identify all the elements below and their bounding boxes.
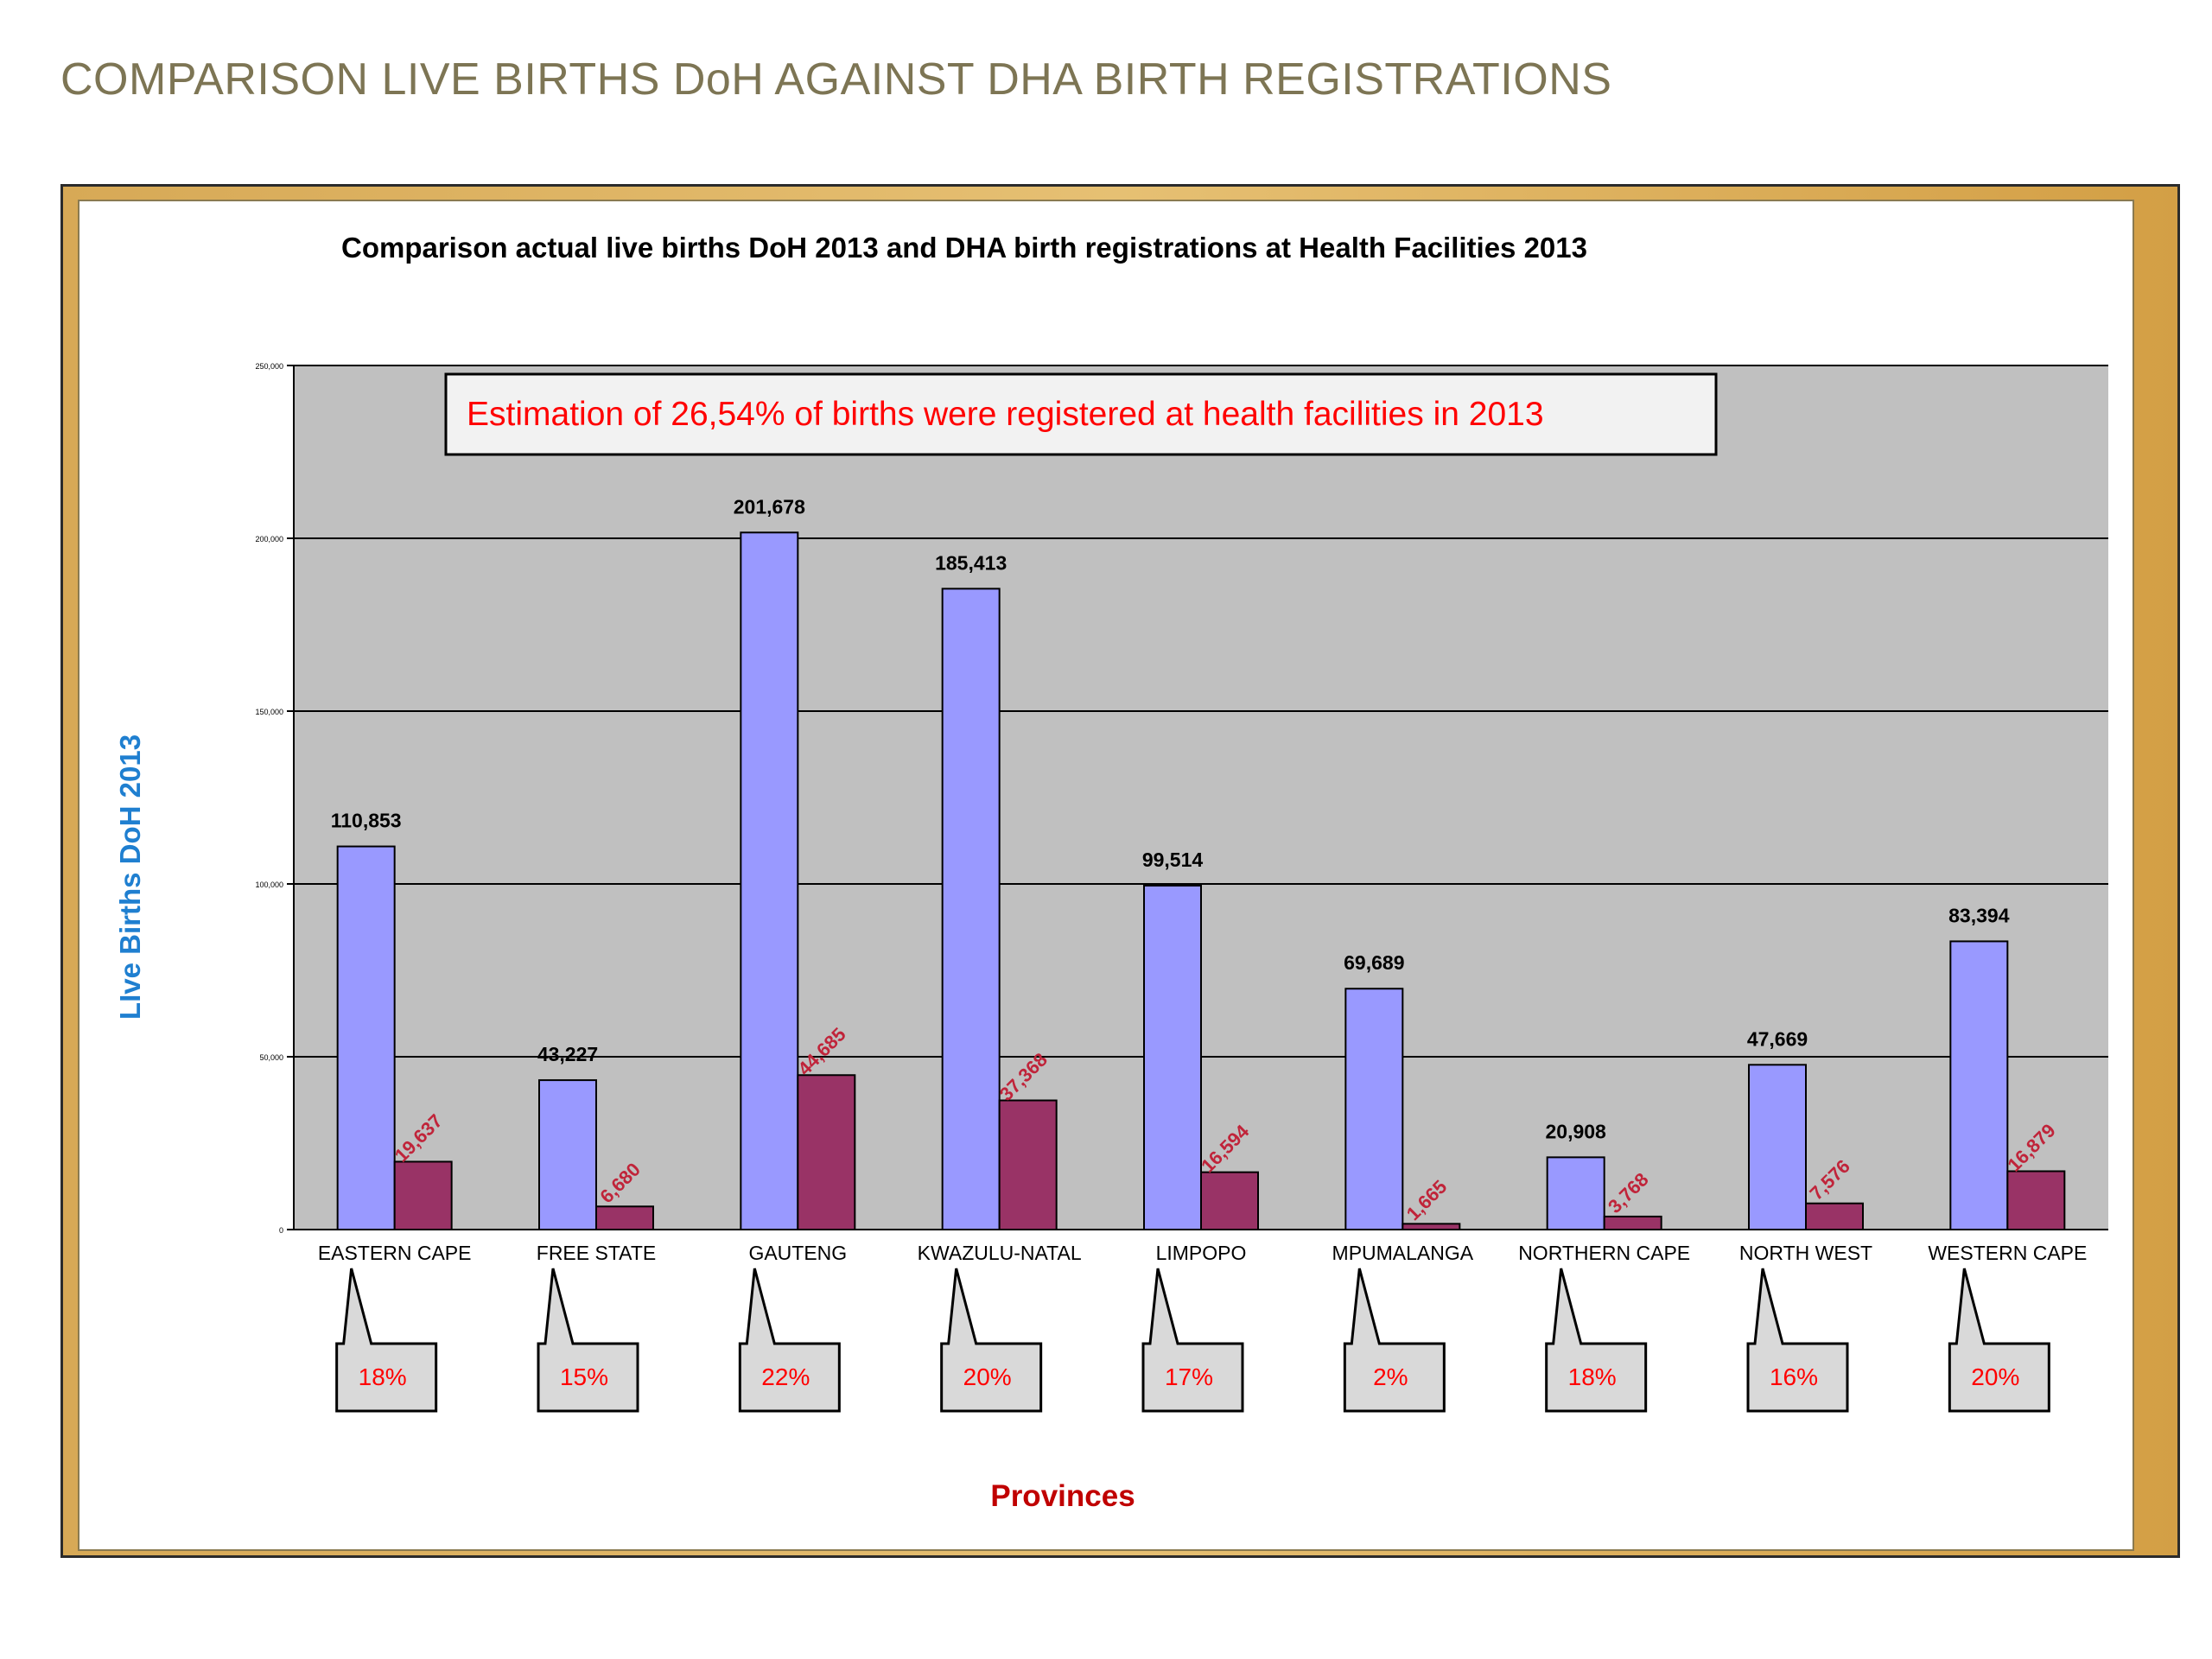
y-tick-label: 100,000 [255,880,283,889]
y-tick-label: 250,000 [255,362,283,371]
x-tick-label: WESTERN CAPE [1928,1242,2087,1264]
percentage-callout [1141,1268,1244,1413]
x-tick-label: NORTHERN CAPE [1518,1242,1690,1264]
percentage-callout [738,1268,841,1413]
data-label-doh: 83,394 [1948,904,2010,926]
percentage-callout [1948,1268,2050,1413]
percentage-label: 22% [761,1363,810,1390]
data-label-doh: 43,227 [537,1043,598,1065]
percentage-callout [940,1268,1043,1413]
chart-title: Comparison actual live births DoH 2013 a… [341,232,1587,264]
bar-dha-registrations [1805,1202,1864,1231]
bar-dha-registrations [998,1099,1058,1230]
x-tick-label: NORTH WEST [1739,1242,1872,1264]
bar-live-births-doh [1748,1064,1807,1230]
percentage-label: 18% [1568,1363,1617,1390]
y-axis-title: LIve Births DoH 2013 [114,734,146,1020]
annotation-text: Estimation of 26,54% of births were regi… [467,396,1544,433]
x-tick-label: LIMPOPO [1156,1242,1247,1264]
data-label-doh: 20,908 [1545,1120,1606,1142]
percentage-label: 18% [359,1363,407,1390]
data-label-doh: 99,514 [1142,849,1204,871]
y-tick-label: 50,000 [259,1053,283,1062]
bar-live-births-doh [336,845,396,1230]
percentage-label: 2% [1373,1363,1408,1390]
x-tick-label: MPUMALANGA [1332,1242,1474,1264]
bar-dha-registrations [393,1160,453,1231]
bar-live-births-doh [538,1079,597,1231]
bar-dha-registrations [1402,1223,1461,1230]
annotation-box: Estimation of 26,54% of births were regi… [444,372,1718,456]
bar-dha-registrations [1603,1215,1662,1230]
bar-dha-registrations [2006,1170,2066,1231]
x-tick-label: KWAZULU-NATAL [918,1242,1082,1264]
percentage-callout [1343,1268,1446,1413]
bar-live-births-doh [941,588,1001,1230]
bar-live-births-doh [1344,988,1404,1231]
data-label-doh: 201,678 [734,495,805,518]
percentage-callout [1746,1268,1849,1413]
bar-dha-registrations [595,1205,654,1231]
x-tick-label: EASTERN CAPE [318,1242,472,1264]
data-label-doh: 69,689 [1344,951,1404,974]
data-label-doh: 110,853 [331,810,402,832]
slide-title: COMPARISON LIVE BIRTHS DoH AGAINST DHA B… [60,54,1612,105]
data-label-doh: 47,669 [1747,1027,1808,1050]
bar-live-births-doh [1546,1156,1605,1231]
bar-live-births-doh [1949,940,2009,1230]
bar-live-births-doh [740,531,799,1230]
bar-live-births-doh [1143,884,1202,1230]
percentage-label: 20% [963,1363,1012,1390]
y-tick-label: 150,000 [255,708,283,716]
y-tick-label: 0 [279,1226,283,1235]
x-axis-title: Provinces [990,1479,1135,1513]
x-tick-label: GAUTENG [748,1242,847,1264]
percentage-callout [537,1268,639,1413]
bar-dha-registrations [1200,1171,1259,1231]
y-tick-label: 200,000 [255,535,283,543]
percentage-label: 17% [1165,1363,1213,1390]
percentage-label: 15% [560,1363,608,1390]
percentage-label: 16% [1770,1363,1818,1390]
data-label-doh: 185,413 [935,551,1007,574]
percentage-label: 20% [1971,1363,2019,1390]
x-tick-label: FREE STATE [537,1242,656,1264]
bar-dha-registrations [797,1074,856,1231]
percentage-callout [1545,1268,1648,1413]
percentage-callout [335,1268,438,1413]
